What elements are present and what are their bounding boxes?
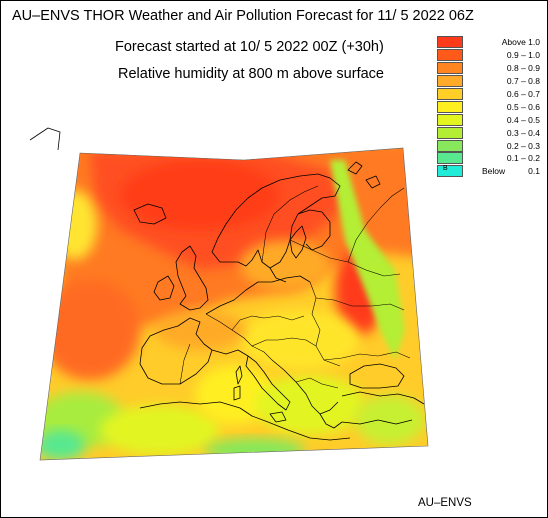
legend-item: 0.2 – 0.3 — [437, 139, 543, 153]
legend-item: 0.5 – 0.6 — [437, 100, 543, 114]
legend-item: 0.4 – 0.5 — [437, 113, 543, 127]
legend-swatch — [437, 36, 463, 48]
domain-boundary — [39, 147, 429, 461]
legend-item: 0.8 – 0.9 — [437, 61, 543, 75]
legend-label: 0.2 – 0.3 — [506, 140, 540, 151]
legend-item: Above 1.0 — [437, 36, 543, 49]
legend-swatch — [437, 126, 463, 139]
legend-label: 0.6 – 0.7 — [506, 88, 540, 99]
legend-swatch — [437, 74, 463, 87]
footer-credit: AU–ENVS — [418, 497, 472, 509]
legend-below-text: Below — [482, 166, 506, 177]
legend-swatch — [437, 61, 463, 74]
legend-label: 0.3 – 0.4 — [506, 127, 540, 138]
legend-swatch: B — [437, 165, 463, 178]
legend-label: Above 1.0 — [501, 37, 540, 47]
legend-swatch — [437, 113, 463, 126]
legend-item: 0.3 – 0.4 — [437, 126, 543, 140]
legend-label: 0.4 – 0.5 — [506, 114, 540, 125]
legend-swatch — [437, 139, 463, 152]
legend-label: 0.7 – 0.8 — [506, 75, 540, 86]
legend-swatch — [437, 152, 463, 165]
legend-item: 0.7 – 0.8 — [437, 74, 543, 88]
variable-subtitle: Relative humidity at 800 m above surface — [118, 66, 384, 82]
legend-item: B Below 0.1 — [437, 165, 543, 178]
legend-label: 0.9 – 1.0 — [506, 49, 540, 60]
legend-label: 0.1 – 0.2 — [506, 153, 540, 164]
forecast-start-subtitle: Forecast started at 10/ 5 2022 00Z (+30h… — [115, 39, 384, 55]
legend-swatch — [437, 87, 463, 100]
legend-label: Below 0.1 — [466, 165, 540, 177]
legend-item: 0.6 – 0.7 — [437, 87, 543, 101]
legend-item: 0.9 – 1.0 — [437, 48, 543, 62]
legend-label: 0.5 – 0.6 — [506, 101, 540, 112]
legend-below-value: 0.1 — [528, 166, 540, 177]
coastlines — [29, 127, 425, 441]
map-title: AU–ENVS THOR Weather and Air Pollution F… — [12, 8, 474, 24]
legend-swatch-mark: B — [443, 165, 448, 173]
legend: Above 1.0 0.9 – 1.0 0.8 – 0.9 0.7 – 0.8 … — [437, 36, 543, 178]
legend-label: 0.8 – 0.9 — [506, 62, 540, 73]
borders — [179, 185, 411, 389]
legend-swatch — [437, 100, 463, 113]
legend-swatch — [437, 48, 463, 61]
legend-item: 0.1 – 0.2 — [437, 152, 543, 165]
humidity-field — [40, 148, 428, 460]
